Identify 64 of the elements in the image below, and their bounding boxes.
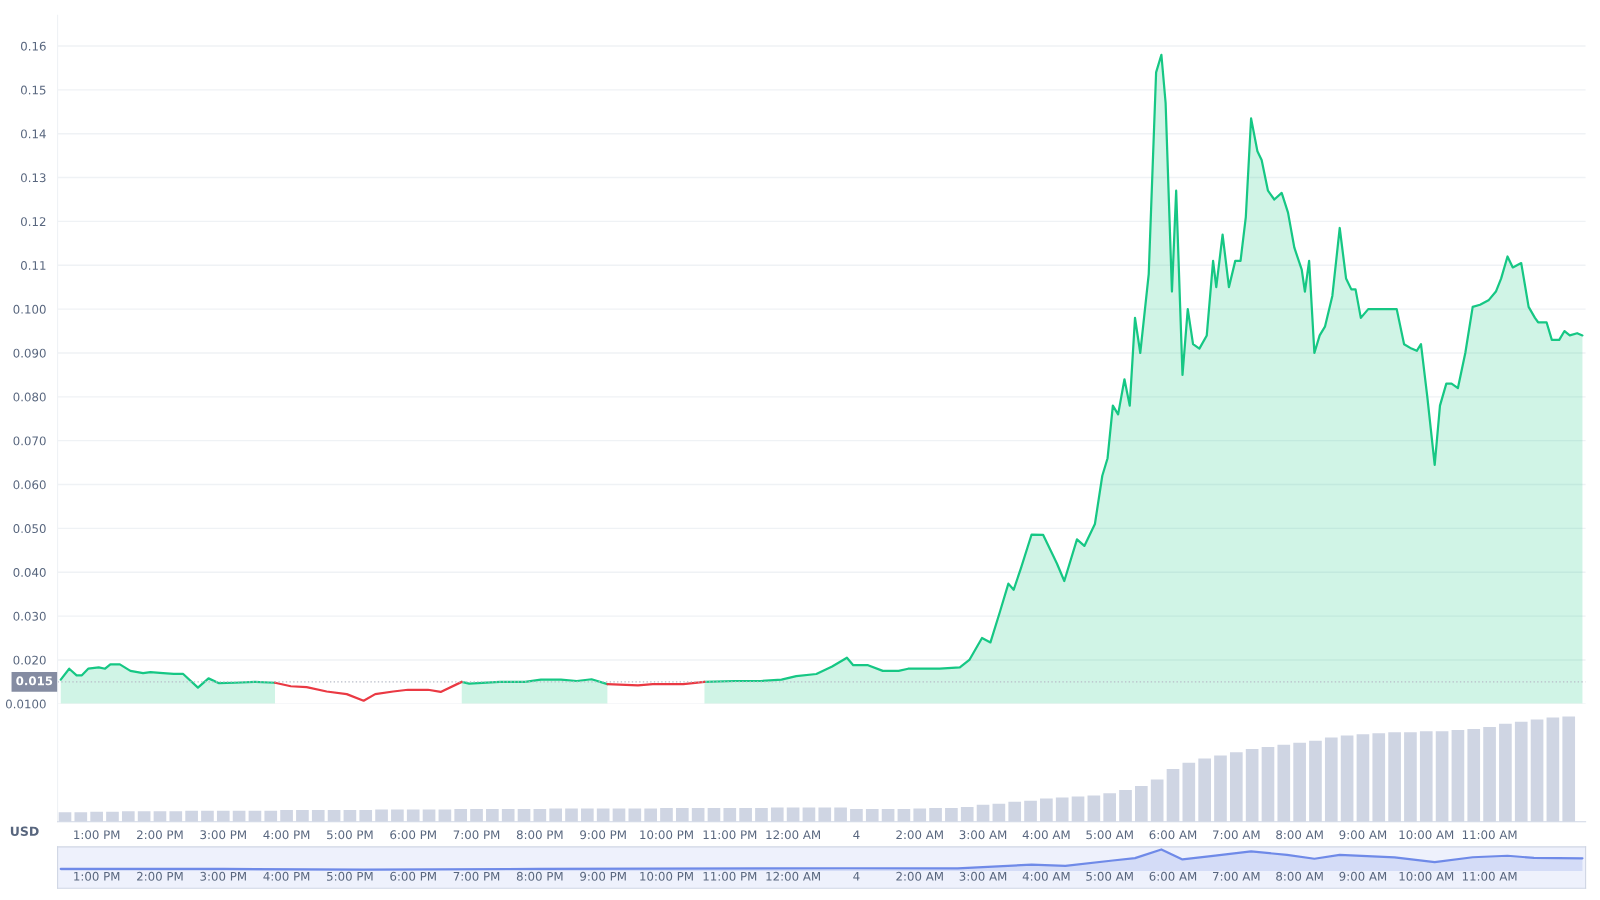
- x-tick-label: 2:00 PM: [137, 871, 183, 881]
- x-tick-label: 4:00 PM: [263, 830, 310, 840]
- x-tick-label: 10:00 PM: [640, 871, 693, 881]
- x-tick-label: 6:00 AM: [1149, 830, 1197, 840]
- x-tick-label: 11:00 PM: [703, 830, 757, 840]
- y-tick-label: 0.16: [20, 41, 46, 51]
- x-tick-label: 2:00 AM: [896, 830, 943, 840]
- y-tick-label: 0.070: [13, 436, 46, 446]
- x-tick-label: 3:00 AM: [959, 830, 1007, 840]
- x-tick-label: 3:00 AM: [959, 871, 1007, 881]
- ref-line-label: 0.015: [16, 676, 53, 686]
- x-tick-label: 8:00 PM: [516, 871, 563, 881]
- x-tick-label: 10:00 PM: [640, 830, 693, 840]
- x-tick-label: 11:00 AM: [1462, 830, 1517, 840]
- x-tick-label: 2:00 PM: [137, 830, 183, 840]
- x-tick-label: 1:00 PM: [74, 830, 120, 840]
- x-tick-label: 7:00 AM: [1213, 871, 1260, 881]
- x-tick-label: 9:00 AM: [1339, 871, 1387, 881]
- x-tick-label: 6:00 PM: [390, 871, 436, 881]
- x-tick-label: 4:00 PM: [263, 871, 310, 881]
- x-tick-label: 1:00 PM: [74, 871, 120, 881]
- x-tick-label: 7:00 PM: [453, 830, 500, 840]
- y-tick-label: 0.050: [13, 524, 46, 534]
- x-tick-label: 12:00 AM: [766, 830, 820, 840]
- x-tick-label: 6:00 AM: [1149, 871, 1197, 881]
- y-tick-label: 0.080: [13, 392, 46, 402]
- y-tick-label: 0.14: [20, 129, 46, 139]
- y-tick-label: 0.11: [20, 260, 46, 270]
- text: USD: [10, 826, 39, 836]
- x-tick-label: 4: [853, 872, 860, 881]
- y-tick-label: 0.090: [13, 348, 46, 358]
- x-tick-label: 9:00 AM: [1339, 830, 1387, 840]
- y-tick-label: 0.13: [20, 173, 46, 183]
- x-tick-label: 5:00 AM: [1086, 830, 1133, 840]
- x-tick-label: 4: [853, 830, 860, 839]
- x-tick-label: 9:00 PM: [580, 830, 626, 840]
- x-tick-label: 2:00 AM: [896, 871, 943, 881]
- x-tick-label: 10:00 AM: [1399, 830, 1454, 840]
- y-tick-label: 0.030: [13, 611, 46, 621]
- x-tick-label: 5:00 PM: [327, 871, 373, 881]
- x-tick-label: 5:00 PM: [327, 830, 373, 840]
- x-tick-label: 5:00 AM: [1086, 871, 1133, 881]
- y-tick-label: 0.15: [20, 85, 46, 95]
- x-tick-label: 4:00 AM: [1022, 871, 1070, 881]
- x-tick-label: 10:00 AM: [1399, 871, 1454, 881]
- x-tick-label: 3:00 PM: [200, 830, 246, 840]
- y-tick-label: 0.100: [13, 304, 46, 314]
- y-tick-label: 0.020: [13, 655, 46, 665]
- x-tick-label: 8:00 PM: [516, 830, 563, 840]
- x-tick-label: 12:00 AM: [766, 871, 820, 881]
- y-tick-label: 0.060: [13, 480, 46, 490]
- x-tick-label: 6:00 PM: [390, 830, 436, 840]
- x-tick-label: 8:00 AM: [1276, 830, 1323, 840]
- x-tick-label: 9:00 PM: [580, 871, 626, 881]
- x-tick-label: 4:00 AM: [1022, 830, 1070, 840]
- x-tick-label: 11:00 AM: [1462, 871, 1517, 881]
- x-tick-label: 7:00 AM: [1213, 830, 1260, 840]
- x-tick-label: 11:00 PM: [703, 871, 757, 881]
- x-tick-label: 3:00 PM: [200, 871, 246, 881]
- y-tick-label: 0.040: [13, 567, 46, 577]
- y-tick-label: 0.12: [20, 217, 46, 227]
- x-tick-label: 8:00 AM: [1276, 871, 1323, 881]
- x-tick-label: 7:00 PM: [453, 871, 500, 881]
- y-tick-label: 0.0100: [5, 699, 46, 709]
